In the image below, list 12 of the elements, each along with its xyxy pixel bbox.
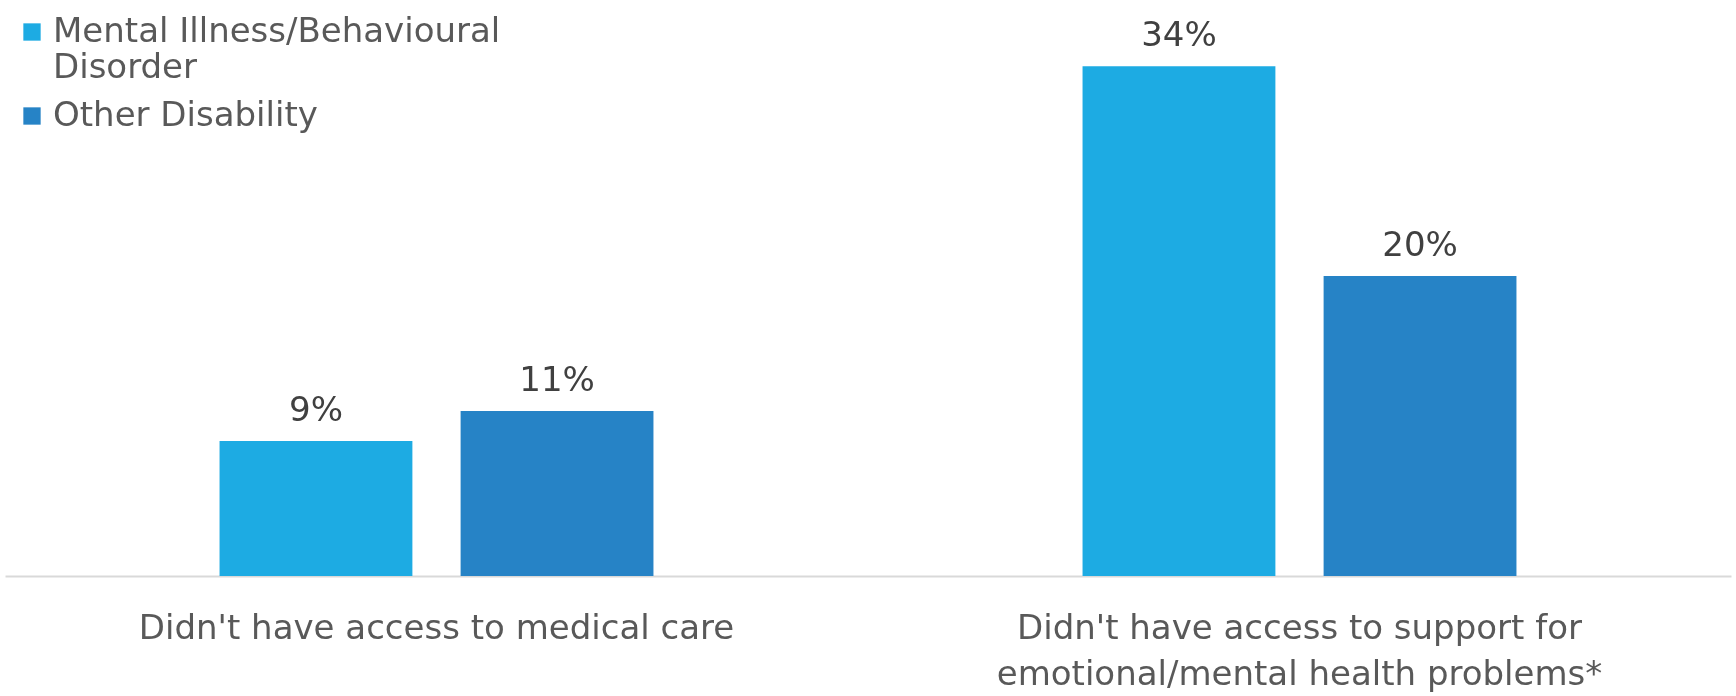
bar [460,411,654,576]
x-tick-label: Didn't have access to support for emotional/mental health problems* [996,606,1603,693]
bar [1323,276,1517,576]
data-label: 11% [519,359,595,400]
data-label: 20% [1382,224,1458,265]
legend-label: Other Disability [53,94,318,134]
legend-label: Mental Illness/Behavioural Disorder [53,10,501,86]
bar [219,441,413,576]
x-tick-label: Didn't have access to medical care [138,606,735,647]
data-label: 34% [1141,14,1217,55]
data-label: 9% [288,389,343,430]
bar [1082,66,1276,576]
